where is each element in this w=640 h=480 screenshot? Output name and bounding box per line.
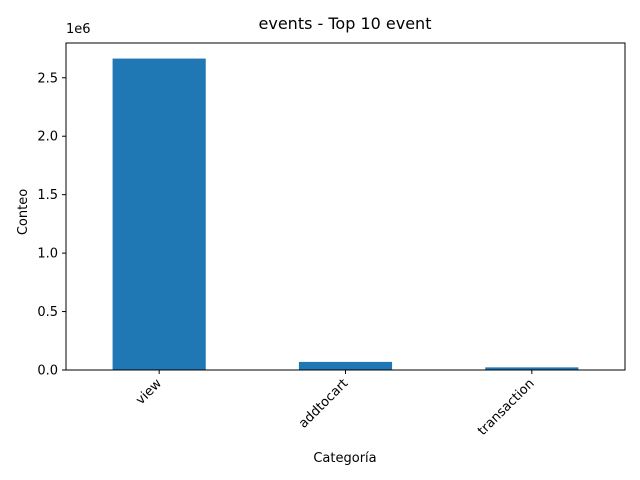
plot-area-frame [65, 42, 626, 371]
x-tick-label-view: view [133, 376, 165, 408]
x-axis: view addtocart transaction [133, 370, 538, 439]
chart-title: events - Top 10 event [259, 14, 432, 33]
x-tick-label-transaction: transaction [475, 376, 538, 439]
y-tick-label: 2.0 [37, 130, 58, 145]
bar-view [112, 58, 206, 370]
y-tick-label: 1.0 [37, 247, 58, 262]
y-tick-label: 1.5 [37, 188, 58, 203]
bar-transaction [485, 367, 579, 370]
x-axis-title: Categoría [313, 451, 376, 466]
y-axis: 0.0 0.5 1.0 1.5 2.0 2.5 [37, 71, 66, 379]
bar-addtocart [298, 361, 393, 370]
y-axis-offset-label: 1e6 [66, 22, 91, 37]
x-tick-label-addtocart: addtocart [296, 376, 351, 431]
bars-group [112, 58, 579, 370]
y-tick-label: 2.5 [37, 71, 58, 86]
y-tick-label: 0.0 [37, 364, 58, 379]
y-axis-title: Conteo [16, 189, 31, 235]
y-tick-label: 0.5 [37, 305, 58, 320]
